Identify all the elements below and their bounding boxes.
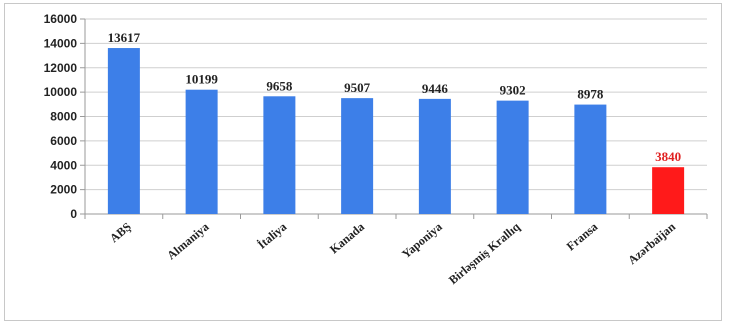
bar-2 [263,96,296,214]
data-label-4: 9446 [422,81,449,96]
bars [107,48,685,214]
y-tick-label: 2000 [50,183,77,197]
data-label-1: 10199 [185,72,218,87]
x-tick-label-3: Kanada [327,220,367,257]
data-label-7: 3840 [655,149,681,164]
bar-6 [574,104,607,214]
y-tick-label: 16000 [44,12,78,26]
y-tick-label: 4000 [50,158,77,172]
x-axis: ABŞ Almaniya İtaliya Kanada Yaponiya Birləşmi… [84,214,708,287]
data-labels: 13617 10199 9658 9507 9446 9302 8978 3840 [108,30,682,164]
y-tick-label: 14000 [44,36,78,50]
bar-chart: 0 2000 4000 6000 8000 10000 12000 14000 16000 13… [44,12,708,287]
y-tick-label: 6000 [50,134,77,148]
bar-7 [652,167,685,214]
y-tick-label: 0 [70,207,77,221]
bar-0 [107,48,140,214]
x-tick-label-5: Birləşmiş Krallıq [446,219,523,287]
data-label-5: 9302 [500,83,526,98]
bar-3 [341,98,374,214]
data-label-3: 9507 [344,80,371,95]
x-tick-label-6: Fransa [564,220,601,254]
x-tick-label-0: ABŞ [107,219,134,245]
chart-frame: 0 2000 4000 6000 8000 10000 12000 14000 16000 13… [4,3,722,321]
y-tick-label: 10000 [44,85,78,99]
gridlines [85,18,707,215]
bar-5 [496,100,529,214]
data-label-2: 9658 [266,78,293,93]
x-tick-label-1: Almaniya [164,220,211,263]
y-axis: 0 2000 4000 6000 8000 10000 12000 14000 16000 [44,12,86,221]
y-tick-label: 8000 [50,110,77,124]
x-tick-label-4: Yaponiya [399,220,445,262]
y-tick-label: 12000 [44,61,78,75]
data-label-0: 13617 [108,30,141,45]
bar-1 [185,89,218,214]
data-label-6: 8978 [577,87,604,102]
x-tick-label-7: Azərbaijan [625,219,678,267]
x-tick-label-2: İtaliya [255,220,290,252]
bar-4 [418,98,451,214]
